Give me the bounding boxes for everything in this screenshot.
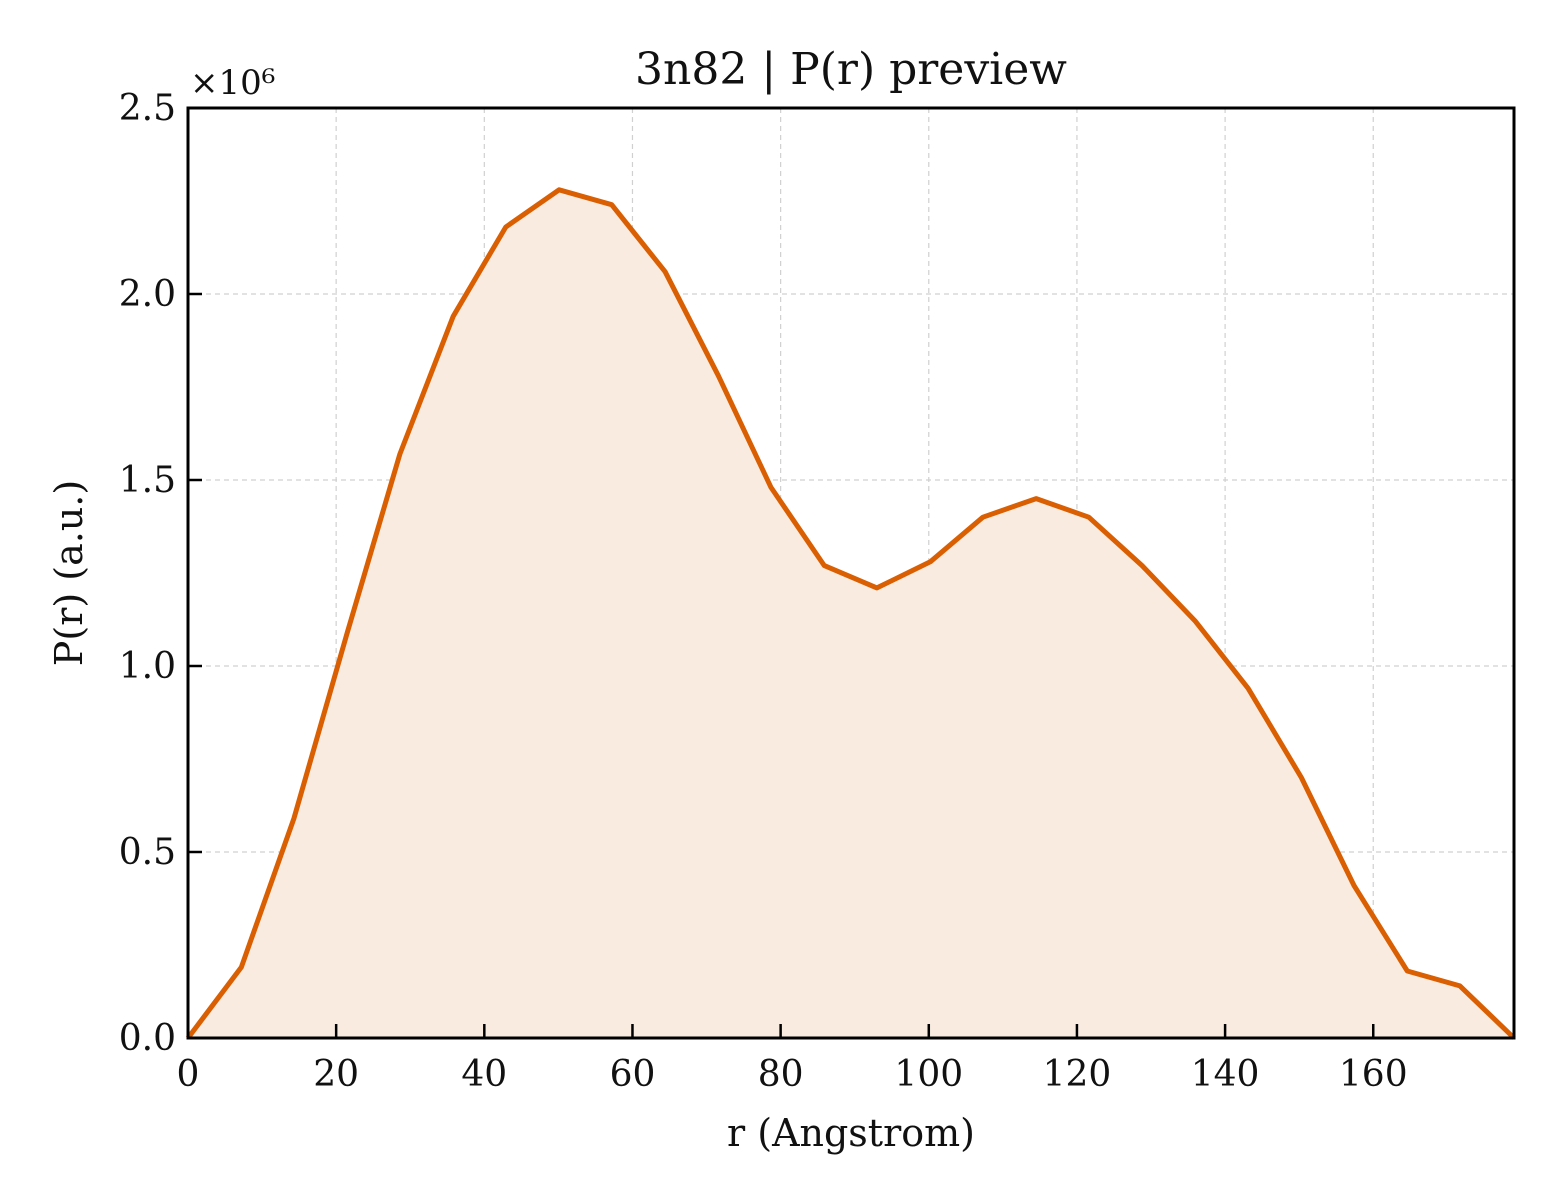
x-tick-label: 60 [610,1054,656,1095]
x-tick-label: 160 [1339,1054,1408,1095]
plot-frame [186,106,1516,1040]
y-axis-multiplier: ×10⁶ [190,63,275,103]
y-tick-label: 0.5 [119,832,176,873]
y-tick-label: 1.5 [119,460,176,501]
y-tick-label: 0.0 [119,1018,176,1059]
area-fill [188,189,1514,1039]
y-tick-label: 2.5 [119,88,176,129]
y-axis-label: P(r) (a.u.) [47,480,91,666]
pr-curve-line [186,187,1516,1040]
x-tick-label: 40 [461,1054,507,1095]
x-tick-label: 20 [313,1054,359,1095]
x-tick-label: 0 [177,1054,200,1095]
axis-ticks: 0 20 40 60 80 100 120 140 160 0.0 0.5 1.0 1.5 2.0 2.5 [119,88,1408,1095]
x-tick-label: 100 [894,1054,963,1095]
x-axis-label: r (Angstrom) [727,1111,975,1155]
x-tick-label: 120 [1043,1054,1112,1095]
chart-title: 3n82 | P(r) preview [635,44,1067,95]
x-tick-label: 140 [1191,1054,1260,1095]
y-tick-label: 1.0 [119,646,176,687]
y-tick-label: 2.0 [119,274,176,315]
x-tick-label: 80 [758,1054,804,1095]
